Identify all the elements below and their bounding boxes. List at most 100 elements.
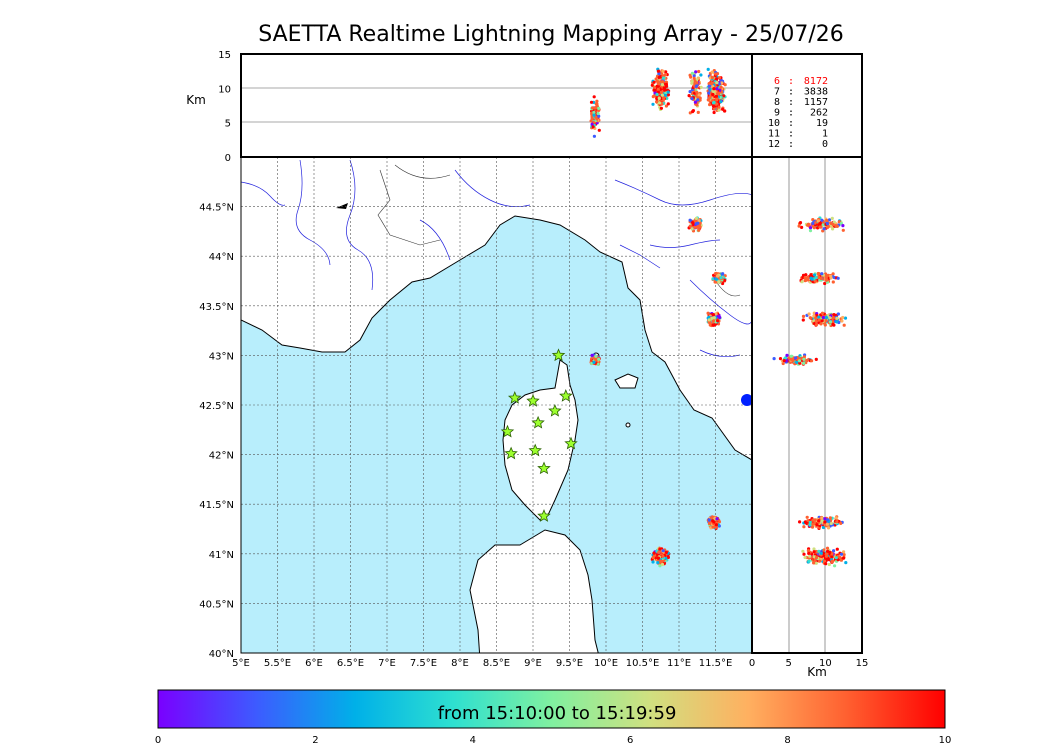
side-tick-label: 0 — [749, 658, 755, 669]
lightning-point-side — [824, 278, 829, 282]
lightning-point — [707, 315, 711, 319]
lat-tick-label: 40°N — [209, 649, 234, 660]
side-tick-labels: 0 5 10 15 — [749, 658, 869, 669]
lightning-point — [690, 227, 694, 231]
lightning-point-side — [802, 552, 806, 556]
lightning-point-side — [802, 355, 807, 359]
lightning-point — [652, 551, 656, 555]
lightning-point-altitude — [712, 87, 716, 91]
lightning-point-side — [810, 277, 814, 281]
lightning-point-altitude — [707, 91, 711, 95]
lightning-point-altitude — [708, 103, 712, 107]
lightning-point-side — [832, 323, 836, 327]
corsica-island — [502, 359, 579, 521]
lightning-point-altitude — [717, 105, 721, 109]
lightning-point-side — [795, 360, 799, 364]
lightning-point — [657, 550, 661, 554]
lightning-point-side — [831, 272, 835, 276]
lightning-point-side — [804, 273, 808, 277]
radar-marker — [741, 394, 753, 406]
lightning-point — [712, 520, 716, 524]
lightning-point — [656, 556, 660, 560]
lightning-point-side — [801, 549, 805, 553]
lightning-point — [661, 554, 665, 558]
lightning-point-altitude — [715, 87, 719, 91]
lightning-point-side — [812, 547, 816, 551]
lightning-point-side — [820, 218, 824, 222]
lightning-point-altitude — [690, 71, 695, 75]
side-tick-label: 10 — [819, 658, 832, 669]
lightning-point-altitude — [657, 96, 661, 100]
lightning-point — [694, 222, 698, 226]
lightning-point-altitude — [664, 104, 669, 108]
lightning-point — [714, 277, 718, 281]
lightning-point-side — [812, 561, 816, 565]
map-panel: 5°E 5.5°E 6°E 6.5°E 7°E 7.5°E 8°E 8.5°E 9°E 9.5°E… — [199, 156, 753, 669]
lightning-point-side — [823, 281, 827, 286]
lightning-point-altitude — [719, 85, 723, 89]
colorbar: from 15:10:00 to 15:19:59 0 2 4 6 8 10 — [155, 689, 951, 746]
lightning-point-side — [798, 520, 802, 524]
lightning-point-side — [803, 555, 807, 560]
lightning-point-side — [820, 272, 824, 276]
lightning-point-side — [814, 555, 819, 560]
altitude-tick-label: 0 — [225, 153, 231, 164]
count-level: 9 — [774, 108, 780, 119]
lightning-point — [719, 276, 723, 280]
colorbar-bar — [157, 689, 946, 729]
lightning-point-altitude — [717, 82, 721, 86]
star-icon — [548, 403, 562, 417]
lightning-point — [712, 316, 716, 320]
lightning-point — [711, 525, 715, 529]
count-value: 3838 — [804, 87, 828, 98]
land-layer — [241, 157, 752, 653]
lightning-point-side — [789, 354, 793, 358]
lightning-point-altitude — [659, 106, 664, 110]
lightning-point-side — [801, 314, 806, 318]
lightning-point-altitude — [694, 70, 698, 74]
lake — [336, 203, 348, 209]
lightning-point-altitude — [688, 90, 692, 94]
lightning-point-altitude — [711, 104, 716, 108]
lightning-point-side — [800, 225, 804, 229]
sardinia-island — [469, 529, 599, 653]
lightning-point-altitude — [658, 101, 662, 105]
lightning-point — [666, 555, 671, 560]
lightning-point-side — [805, 358, 809, 363]
lightning-point — [695, 225, 699, 229]
lightning-point — [656, 561, 660, 565]
lightning-point-altitude — [697, 69, 701, 74]
lightning-point-side — [819, 551, 823, 555]
lightning-point-side — [823, 520, 827, 524]
lightning-point — [661, 549, 665, 553]
stations — [500, 348, 578, 522]
lightning-point-side — [814, 276, 818, 280]
altitude-tick-label: 10 — [218, 84, 231, 95]
lightning-point-altitude — [723, 109, 727, 113]
lightning-point-side — [831, 316, 836, 320]
lightning-point-altitude — [720, 81, 724, 85]
star-icon — [537, 461, 551, 475]
lightning-point-side — [819, 225, 823, 229]
count-sep: : — [788, 108, 794, 119]
lightning-point-side — [842, 550, 846, 554]
lightning-point-altitude — [658, 75, 662, 79]
lightning-point-side — [828, 316, 832, 320]
lightning-point-altitude — [687, 94, 691, 98]
lightning-point — [707, 521, 712, 526]
count-sep: : — [788, 76, 794, 87]
lightning-point-side — [826, 526, 831, 530]
lightning-point-altitude — [597, 128, 601, 132]
lightning-point-side — [830, 216, 834, 220]
lightning-point-side — [802, 357, 806, 361]
lightning-point-side — [811, 221, 815, 225]
lightning-point-altitude — [590, 116, 594, 121]
lightning-point-altitude — [661, 76, 666, 80]
lightning-point-altitude — [592, 134, 597, 138]
lightning-point-altitude — [691, 110, 695, 114]
lightning-point-side — [813, 558, 817, 562]
lat-tick-label: 43.5°N — [199, 302, 234, 313]
lightning-point-altitude — [590, 106, 595, 110]
lightning-point-side — [808, 226, 813, 230]
lightning-point-side — [797, 224, 801, 228]
